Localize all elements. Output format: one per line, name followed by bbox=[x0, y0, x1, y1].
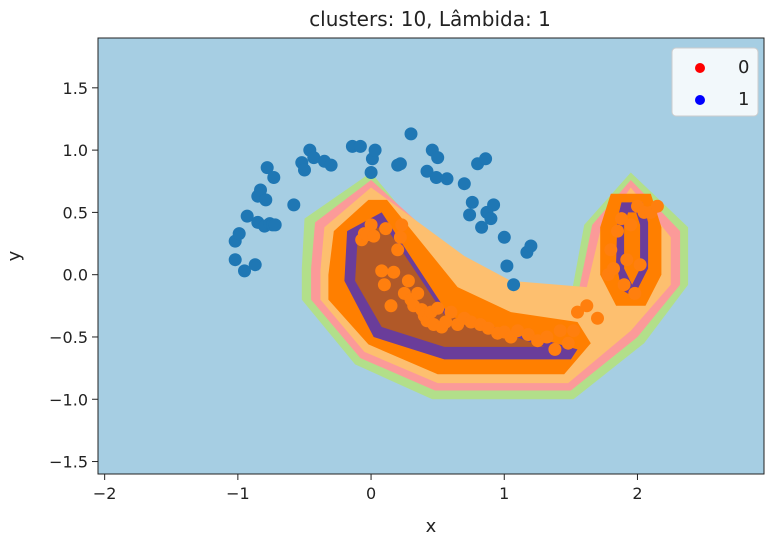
legend-marker-1 bbox=[695, 95, 705, 105]
point-class-0-8 bbox=[387, 265, 401, 279]
x-tick-label: 0 bbox=[366, 484, 376, 503]
x-tick-label: −2 bbox=[93, 484, 117, 503]
point-class-1-15 bbox=[268, 218, 282, 232]
y-tick-label: 1.0 bbox=[63, 141, 88, 160]
plot-frame bbox=[97, 37, 765, 475]
point-class-1-11 bbox=[260, 161, 274, 175]
x-tick-label: 1 bbox=[499, 484, 509, 503]
y-axis-ticks: −1.5 −1.0 −0.5 0.0 0.5 1.0 1.5 bbox=[49, 79, 98, 472]
point-class-1-25 bbox=[364, 166, 378, 179]
point-class-1-14 bbox=[267, 171, 281, 184]
point-class-1-27 bbox=[368, 143, 382, 157]
point-class-1-22 bbox=[324, 158, 338, 172]
point-class-0-24 bbox=[444, 305, 458, 319]
point-class-0-7 bbox=[379, 222, 393, 236]
y-tick-label: 0.0 bbox=[63, 266, 88, 285]
point-class-0-57 bbox=[650, 199, 664, 213]
point-class-0-50 bbox=[620, 253, 634, 267]
point-class-0-38 bbox=[553, 324, 567, 338]
legend-label-0: 0 bbox=[738, 57, 749, 78]
point-class-0-40 bbox=[567, 324, 580, 338]
point-class-1-31 bbox=[420, 164, 434, 178]
point-class-1-46 bbox=[500, 259, 514, 273]
point-class-1-30 bbox=[404, 127, 418, 141]
point-class-0-3 bbox=[364, 218, 378, 232]
point-class-1-20 bbox=[307, 151, 321, 165]
point-class-1-45 bbox=[497, 230, 511, 244]
point-class-0-49 bbox=[617, 278, 631, 292]
legend-marker-0 bbox=[695, 63, 705, 73]
point-class-1-35 bbox=[440, 172, 454, 186]
x-tick-label: 2 bbox=[632, 484, 642, 503]
point-class-0-51 bbox=[624, 218, 638, 232]
point-class-1-18 bbox=[298, 163, 311, 177]
point-class-0-21 bbox=[431, 301, 445, 315]
point-class-0-34 bbox=[521, 328, 535, 341]
scatter-points bbox=[228, 127, 664, 356]
point-class-1-24 bbox=[353, 139, 367, 153]
decision-region-level-7 bbox=[355, 224, 545, 347]
point-class-0-11 bbox=[395, 218, 409, 232]
y-tick-label: −1.0 bbox=[49, 390, 88, 409]
point-class-0-52 bbox=[628, 286, 642, 300]
chart-title: clusters: 10, Lâmbida: 1 bbox=[309, 7, 551, 31]
point-class-1-33 bbox=[429, 171, 443, 184]
point-class-1-16 bbox=[287, 198, 301, 212]
point-class-0-58 bbox=[384, 299, 398, 313]
point-class-0-33 bbox=[511, 324, 525, 338]
x-tick-label: −1 bbox=[226, 484, 250, 503]
point-class-0-54 bbox=[633, 258, 647, 272]
point-class-1-36 bbox=[457, 177, 471, 191]
point-class-0-48 bbox=[615, 212, 628, 226]
point-class-1-1 bbox=[228, 253, 242, 267]
point-class-0-41 bbox=[571, 305, 584, 319]
y-tick-label: −1.5 bbox=[49, 453, 88, 472]
point-class-1-43 bbox=[484, 212, 498, 226]
point-class-1-44 bbox=[487, 198, 501, 212]
point-class-0-43 bbox=[591, 311, 604, 325]
point-class-1-2 bbox=[232, 227, 246, 241]
point-class-0-59 bbox=[401, 274, 415, 288]
point-class-0-5 bbox=[375, 264, 389, 278]
point-class-0-4 bbox=[367, 229, 381, 243]
point-class-0-46 bbox=[607, 262, 620, 275]
point-class-1-49 bbox=[524, 239, 538, 253]
y-tick-label: 0.5 bbox=[63, 203, 88, 222]
y-axis-label: y bbox=[4, 250, 25, 261]
point-class-1-37 bbox=[463, 208, 477, 222]
legend-label-1: 1 bbox=[738, 89, 749, 110]
point-class-1-4 bbox=[240, 209, 254, 223]
point-class-1-34 bbox=[431, 151, 445, 165]
point-class-1-40 bbox=[475, 220, 489, 234]
point-class-1-5 bbox=[248, 258, 262, 272]
point-class-1-3 bbox=[238, 264, 251, 278]
legend: 0 1 bbox=[671, 47, 759, 117]
point-class-0-37 bbox=[548, 342, 562, 356]
point-class-0-10 bbox=[393, 230, 407, 244]
x-axis-ticks: −2 −1 0 1 2 bbox=[93, 474, 643, 503]
point-class-0-42 bbox=[580, 299, 594, 313]
point-class-0-9 bbox=[391, 243, 405, 257]
x-axis-label: x bbox=[426, 516, 437, 537]
point-class-1-47 bbox=[507, 278, 521, 292]
point-class-1-38 bbox=[465, 195, 479, 209]
point-class-0-36 bbox=[540, 330, 554, 344]
point-class-0-15 bbox=[411, 286, 425, 300]
point-class-0-39 bbox=[561, 336, 575, 350]
point-class-1-10 bbox=[259, 193, 273, 207]
point-class-0-6 bbox=[377, 278, 391, 292]
point-class-1-29 bbox=[393, 157, 407, 171]
legend-box bbox=[671, 47, 759, 117]
point-class-1-41 bbox=[479, 152, 493, 166]
y-tick-label: −0.5 bbox=[49, 328, 88, 347]
y-tick-label: 1.5 bbox=[63, 79, 88, 98]
point-class-1-8 bbox=[254, 183, 267, 197]
point-class-0-45 bbox=[604, 243, 618, 257]
point-class-0-47 bbox=[611, 224, 624, 238]
point-class-0-23 bbox=[439, 315, 453, 329]
